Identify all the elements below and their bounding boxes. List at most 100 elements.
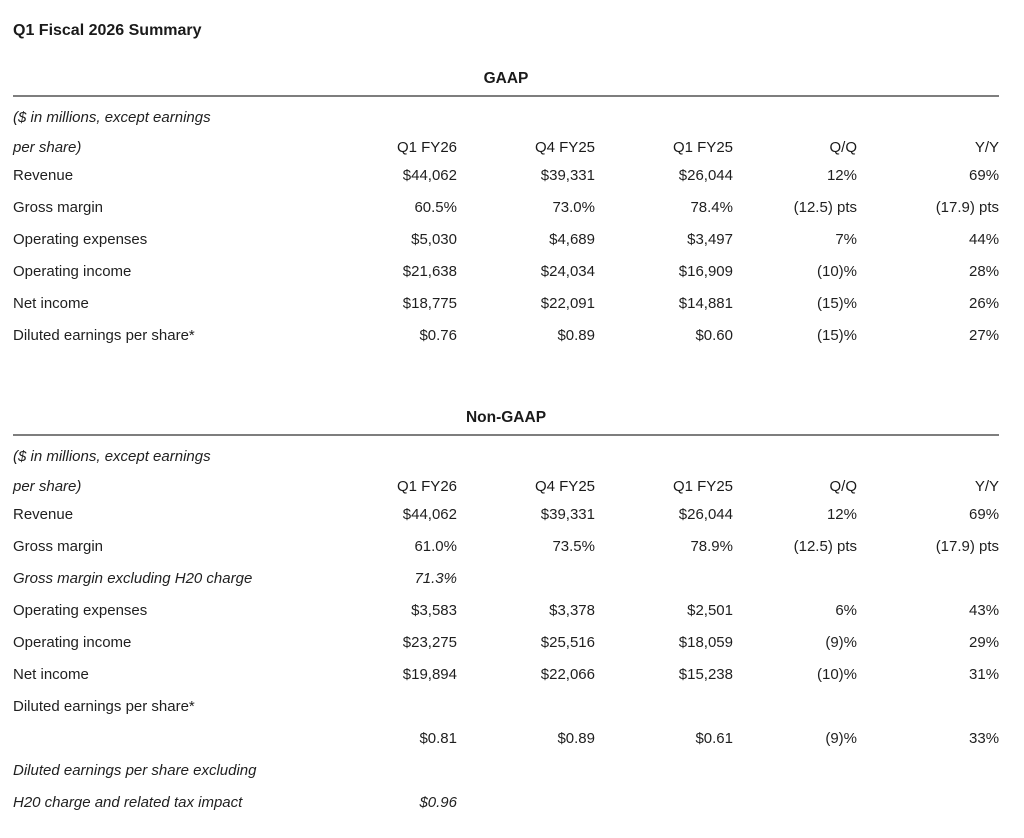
cell-value: $3,378 (549, 601, 595, 619)
column-header: Q4 FY25 (534, 478, 595, 495)
cell-value: $4,689 (549, 230, 595, 248)
cell-value: 73.0% (552, 198, 595, 216)
cell-value: $15,238 (678, 665, 733, 683)
cell-value: $39,331 (540, 166, 595, 184)
table-row: Gross margin 60.5% 73.0% 78.4% (12.5) pts (17… (13, 191, 999, 223)
unit-note-line1: ($ in millions, except earnings (13, 448, 211, 465)
table-row: Diluted earnings per share* $0.76 $0.89 $0.… (13, 319, 999, 351)
column-header: Q/Q (829, 478, 857, 495)
table-row: Revenue $44,062 $39,331 $26,044 12% 69% (13, 498, 999, 530)
column-header: Q1 FY25 (672, 478, 733, 495)
cell-value (457, 690, 595, 722)
row-label: Diluted earnings per share excluding (13, 761, 257, 779)
cell-value: 28% (969, 262, 1000, 280)
table-row: Operating income $23,275 $25,516 $18,059 (9)… (13, 626, 999, 658)
cell-value: $0.89 (557, 326, 595, 344)
cell-value: $26,044 (678, 505, 733, 523)
cell-value: (12.5) pts (793, 537, 857, 555)
cell-value: 27% (969, 326, 1000, 344)
cell-value (733, 690, 857, 722)
column-header: Q1 FY26 (396, 478, 457, 495)
gaap-section-heading: GAAP (483, 70, 529, 87)
non-gaap-header-rule (13, 434, 999, 436)
cell-value: $21,638 (402, 262, 457, 280)
cell-value (595, 690, 733, 722)
cell-value (595, 786, 733, 818)
cell-value (733, 562, 857, 594)
cell-value: $0.76 (419, 326, 457, 344)
cell-value: 61.0% (414, 537, 457, 555)
cell-value: (12.5) pts (793, 198, 857, 216)
cell-value: $24,034 (540, 262, 595, 280)
non-gaap-table: ($ in millions, except earnings per share… (13, 438, 999, 818)
cell-value: 7% (835, 230, 857, 248)
row-label: Net income (13, 294, 89, 312)
cell-value: $26,044 (678, 166, 733, 184)
cell-value (457, 786, 595, 818)
column-header: Q/Q (829, 139, 857, 156)
cell-value: 26% (969, 294, 1000, 312)
table-row: Net income $18,775 $22,091 $14,881 (15)% 26% (13, 287, 999, 319)
unit-note-line2: per share) (13, 478, 82, 495)
cell-value: 60.5% (414, 198, 457, 216)
cell-value (319, 754, 457, 786)
cell-value: 6% (835, 601, 857, 619)
cell-value: 69% (969, 505, 1000, 523)
cell-value (733, 786, 857, 818)
unit-note-line1: ($ in millions, except earnings (13, 109, 211, 126)
column-header: Q1 FY25 (672, 139, 733, 156)
cell-value: 78.9% (690, 537, 733, 555)
cell-value (857, 754, 999, 786)
cell-value (857, 786, 999, 818)
cell-value: $14,881 (678, 294, 733, 312)
row-label: H20 charge and related tax impact (13, 793, 243, 811)
table-row: H20 charge and related tax impact $0.96 (13, 786, 999, 818)
cell-value: $18,059 (678, 633, 733, 651)
cell-value: $0.81 (419, 729, 457, 747)
cell-value: 29% (969, 633, 1000, 651)
cell-value: $0.61 (695, 729, 733, 747)
row-label: Gross margin excluding H20 charge (13, 569, 253, 587)
table-row: Operating income $21,638 $24,034 $16,909 (10… (13, 255, 999, 287)
cell-value (595, 562, 733, 594)
table-row: Diluted earnings per share* (13, 690, 999, 722)
cell-value: 43% (969, 601, 1000, 619)
cell-value: (10)% (816, 665, 857, 683)
table-row: $0.81 $0.89 $0.61 (9)% 33% (13, 722, 999, 754)
cell-value: 44% (969, 230, 1000, 248)
column-header: Q1 FY26 (396, 139, 457, 156)
cell-value: $22,066 (540, 665, 595, 683)
cell-value (457, 562, 595, 594)
table-row: Operating expenses $5,030 $4,689 $3,497 7% 44… (13, 223, 999, 255)
cell-value: (17.9) pts (935, 198, 1000, 216)
column-header-row: per share) Q1 FY26 Q4 FY25 Q1 FY25 Q/Q Y/Y (13, 129, 999, 159)
cell-value (457, 754, 595, 786)
column-header-row: per share) Q1 FY26 Q4 FY25 Q1 FY25 Q/Q Y/Y (13, 468, 999, 498)
cell-value: $22,091 (540, 294, 595, 312)
non-gaap-section: Non-GAAP ($ in millions, except earnings… (13, 409, 999, 818)
non-gaap-section-heading: Non-GAAP (465, 409, 547, 426)
cell-value: $25,516 (540, 633, 595, 651)
cell-value: $2,501 (687, 601, 733, 619)
row-label: Operating expenses (13, 601, 148, 619)
row-label: Operating expenses (13, 230, 148, 248)
cell-value: (15)% (816, 294, 857, 312)
row-label: Diluted earnings per share* (13, 326, 195, 344)
cell-value: (15)% (816, 326, 857, 344)
cell-value: $5,030 (411, 230, 457, 248)
column-header: Q4 FY25 (534, 139, 595, 156)
cell-value: 33% (969, 729, 1000, 747)
cell-value: $16,909 (678, 262, 733, 280)
cell-value: $0.89 (557, 729, 595, 747)
table-row: Operating expenses $3,583 $3,378 $2,501 6% 43… (13, 594, 999, 626)
cell-value: 12% (826, 166, 857, 184)
row-label: Net income (13, 665, 89, 683)
row-label: Gross margin (13, 198, 104, 216)
cell-value: $44,062 (402, 505, 457, 523)
cell-value: $18,775 (402, 294, 457, 312)
cell-value: 12% (826, 505, 857, 523)
gaap-header-rule (13, 95, 999, 97)
column-header: Y/Y (974, 478, 1000, 495)
cell-value: 31% (969, 665, 1000, 683)
gaap-table: ($ in millions, except earnings per share… (13, 99, 999, 351)
